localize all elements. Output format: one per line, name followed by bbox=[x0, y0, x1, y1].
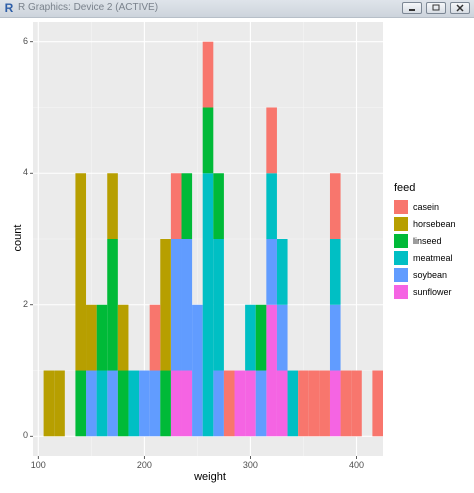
legend-swatch bbox=[394, 250, 408, 265]
legend-label: meatmeal bbox=[413, 252, 453, 263]
close-button[interactable] bbox=[450, 2, 470, 14]
bar-meatmeal bbox=[128, 370, 140, 437]
legend-items: casein horsebean linseed meatmeal soybean sun… bbox=[394, 198, 474, 300]
minimize-icon bbox=[409, 9, 415, 11]
bar-casein bbox=[170, 173, 182, 239]
bar-casein bbox=[298, 370, 309, 437]
bar-linseed bbox=[160, 370, 171, 437]
y-tick-label: 2 bbox=[22, 298, 28, 309]
bar-meatmeal bbox=[202, 173, 214, 437]
bar-horsebean bbox=[160, 239, 171, 371]
minimize-button[interactable] bbox=[402, 2, 422, 14]
bar-soybean bbox=[149, 370, 161, 437]
bar-soybean bbox=[139, 370, 150, 437]
bar-meatmeal bbox=[329, 239, 341, 305]
bar-soybean bbox=[266, 239, 277, 305]
legend-swatch bbox=[394, 199, 408, 214]
legend-swatch bbox=[394, 267, 408, 282]
bar-soybean bbox=[107, 370, 118, 437]
bar-meatmeal bbox=[245, 304, 256, 371]
x-tick-label: 100 bbox=[30, 460, 46, 470]
bar-casein bbox=[308, 370, 320, 437]
bar-casein bbox=[149, 304, 161, 371]
y-tick-label: 4 bbox=[22, 167, 28, 178]
x-tick-label: 300 bbox=[242, 460, 258, 470]
legend-swatch bbox=[394, 284, 408, 299]
window-titlebar[interactable]: R R Graphics: Device 2 (ACTIVE) bbox=[0, 0, 474, 18]
bar-linseed bbox=[213, 173, 224, 239]
bar-linseed bbox=[96, 304, 108, 371]
bar-horsebean bbox=[117, 304, 129, 371]
bar-soybean bbox=[86, 370, 97, 437]
bar-linseed bbox=[202, 107, 214, 174]
bar-casein bbox=[202, 41, 214, 108]
restore-icon bbox=[432, 4, 440, 11]
bar-soybean bbox=[213, 370, 224, 437]
legend-item-casein: casein bbox=[394, 198, 474, 215]
window-title: R Graphics: Device 2 (ACTIVE) bbox=[18, 2, 159, 13]
y-axis-label: count bbox=[12, 224, 24, 252]
legend: feed casein horsebean linseed meatmeal soybe… bbox=[394, 182, 474, 300]
bar-sunflower bbox=[266, 304, 277, 437]
legend-label: linseed bbox=[413, 235, 442, 246]
bar-sunflower bbox=[170, 370, 182, 437]
x-axis-label: weight bbox=[194, 471, 226, 483]
legend-label: soybean bbox=[413, 269, 448, 280]
bar-soybean bbox=[276, 304, 288, 371]
bar-sunflower bbox=[234, 370, 246, 437]
bar-linseed bbox=[75, 370, 87, 437]
x-tick-label: 200 bbox=[136, 460, 152, 470]
bar-horsebean bbox=[107, 173, 118, 239]
bar-horsebean bbox=[54, 370, 65, 437]
bar-sunflower bbox=[329, 370, 341, 437]
bar-linseed bbox=[181, 173, 193, 239]
bar-linseed bbox=[117, 370, 129, 437]
restore-button[interactable] bbox=[426, 2, 446, 14]
close-icon bbox=[456, 4, 464, 12]
bars bbox=[43, 41, 383, 437]
bar-soybean bbox=[255, 370, 267, 437]
bar-soybean bbox=[181, 239, 193, 371]
bar-meatmeal bbox=[287, 370, 299, 437]
bar-casein bbox=[329, 173, 341, 239]
bar-sunflower bbox=[276, 370, 288, 437]
legend-label: casein bbox=[413, 201, 440, 212]
bar-sunflower bbox=[245, 370, 256, 437]
bar-horsebean bbox=[86, 304, 97, 371]
legend-item-linseed: linseed bbox=[394, 232, 474, 249]
bar-soybean bbox=[192, 304, 203, 437]
bar-linseed bbox=[107, 239, 118, 371]
legend-item-horsebean: horsebean bbox=[394, 215, 474, 232]
y-tick-label: 0 bbox=[22, 430, 28, 441]
bar-casein bbox=[351, 370, 362, 437]
bar-soybean bbox=[329, 304, 341, 371]
bar-meatmeal bbox=[266, 173, 277, 239]
bar-horsebean bbox=[43, 370, 55, 437]
x-tick-label: 400 bbox=[348, 460, 364, 470]
bar-casein bbox=[372, 370, 383, 437]
bar-casein bbox=[319, 370, 330, 437]
legend-item-meatmeal: meatmeal bbox=[394, 249, 474, 266]
legend-item-sunflower: sunflower bbox=[394, 283, 474, 300]
bar-soybean bbox=[170, 239, 182, 371]
bar-casein bbox=[340, 370, 352, 437]
bar-meatmeal bbox=[96, 370, 108, 437]
bar-casein bbox=[266, 107, 277, 174]
legend-swatch bbox=[394, 216, 408, 231]
bar-sunflower bbox=[181, 370, 193, 437]
legend-label: sunflower bbox=[413, 286, 452, 297]
bar-casein bbox=[223, 370, 235, 437]
bar-linseed bbox=[255, 304, 267, 371]
y-tick-label: 6 bbox=[22, 35, 28, 46]
r-logo-icon: R bbox=[4, 1, 14, 15]
bar-meatmeal bbox=[213, 239, 224, 371]
bar-horsebean bbox=[75, 173, 87, 371]
legend-swatch bbox=[394, 233, 408, 248]
legend-label: horsebean bbox=[413, 218, 456, 229]
legend-item-soybean: soybean bbox=[394, 266, 474, 283]
bar-meatmeal bbox=[276, 239, 288, 305]
legend-title: feed bbox=[394, 182, 416, 194]
